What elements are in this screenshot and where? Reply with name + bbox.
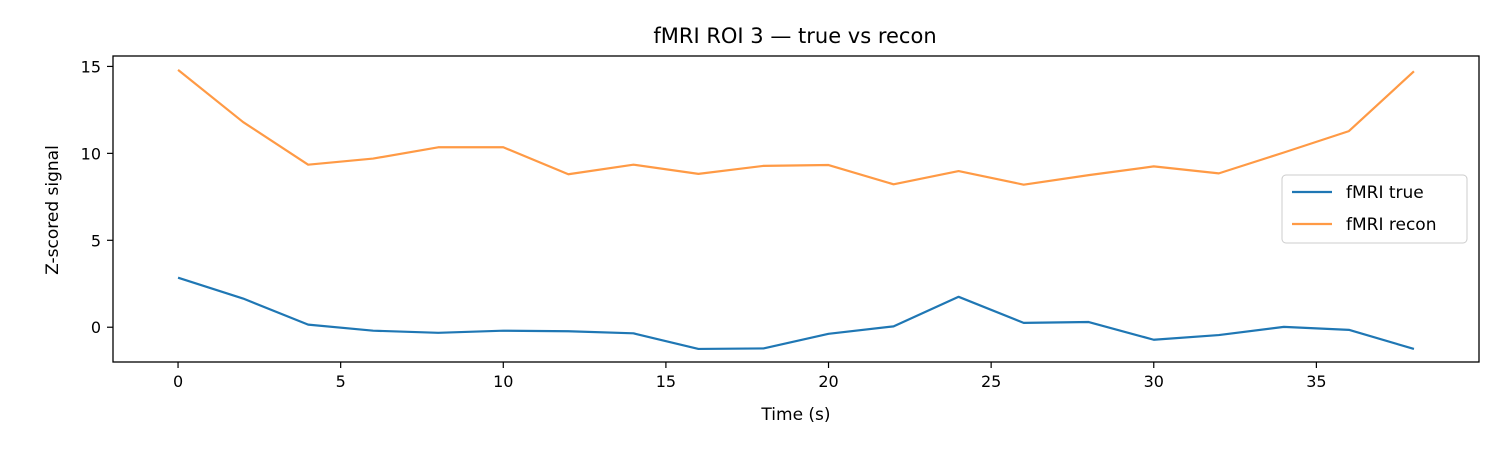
series-line-fmri-recon [177,69,1415,186]
series-lines [177,69,1415,351]
x-tick-label: 10 [493,372,513,391]
chart-title: fMRI ROI 3 — true vs recon [653,24,936,48]
y-tick-label: 10 [81,144,101,163]
y-tick-label: 5 [91,231,101,250]
x-axis: 0 5 10 15 20 25 30 35 [173,362,1327,391]
y-axis-label: Z-scored signal [43,145,63,275]
x-tick-label: 35 [1306,372,1326,391]
y-tick-label: 15 [81,57,101,76]
legend: fMRI true fMRI recon [1281,174,1468,244]
y-tick-label: 0 [91,318,101,337]
x-tick-label: 30 [1144,372,1164,391]
x-axis-label: Time (s) [760,405,830,425]
y-axis: 0 5 10 15 [81,57,113,337]
legend-label-fmri-recon: fMRI recon [1346,215,1436,235]
x-tick-label: 15 [656,372,676,391]
x-tick-label: 5 [336,372,346,391]
x-tick-label: 0 [173,372,183,391]
x-tick-label: 25 [981,372,1001,391]
series-line-fmri-true [177,276,1415,351]
legend-label-fmri-true: fMRI true [1346,183,1424,203]
x-tick-label: 20 [818,372,838,391]
plot-area [112,55,1480,363]
plot-frame [112,55,1480,363]
